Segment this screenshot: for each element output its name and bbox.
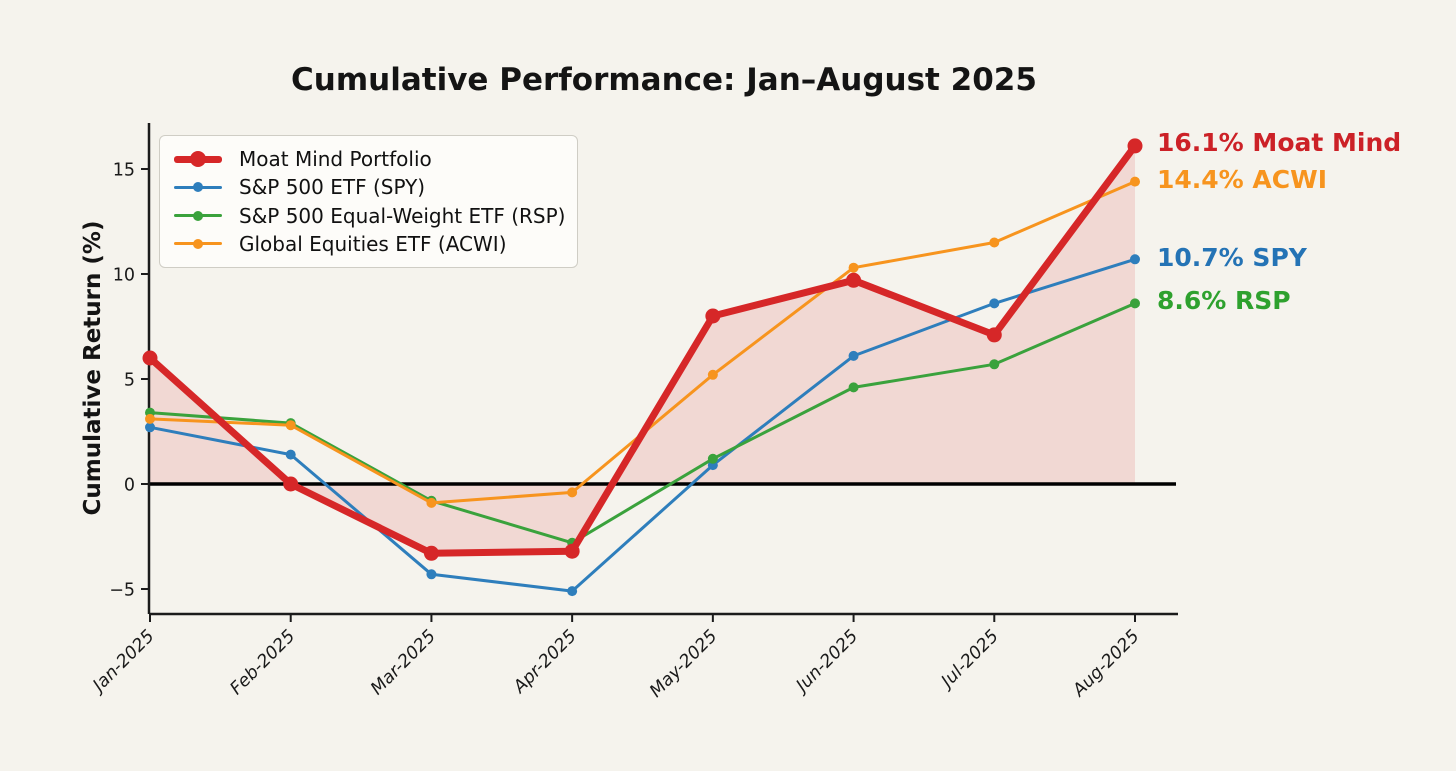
- end-label-rsp: 8.6% RSP: [1157, 286, 1291, 315]
- x-tick-label: Feb-2025: [227, 626, 300, 699]
- legend-swatch-acwi-icon: [174, 235, 222, 253]
- legend-swatch-moat-mind-icon: [174, 150, 222, 168]
- x-tick-label: Jan-2025: [87, 626, 158, 697]
- series-marker: [564, 543, 580, 559]
- series-marker: [848, 350, 859, 361]
- series-marker: [707, 369, 718, 380]
- series-marker: [423, 545, 439, 561]
- y-axis-title: Cumulative Return (%): [80, 220, 106, 516]
- x-tick-label: Aug-2025: [1069, 626, 1144, 701]
- series-marker: [1130, 254, 1140, 265]
- end-label-acwi: 14.4% ACWI: [1157, 165, 1328, 194]
- legend-label: S&P 500 ETF (SPY): [239, 175, 426, 200]
- series-marker: [846, 272, 862, 288]
- series-marker: [989, 359, 1000, 370]
- end-label-moat-mind: 16.1% Moat Mind: [1157, 128, 1402, 157]
- series-marker: [705, 308, 721, 324]
- series-marker: [707, 453, 718, 464]
- series-marker: [986, 327, 1002, 343]
- x-tick-label: Jul-2025: [936, 626, 1003, 693]
- y-tick-label: 10: [113, 266, 135, 286]
- series-marker: [848, 262, 859, 273]
- legend-item-acwi: Global Equities ETF (ACWI): [174, 230, 563, 258]
- x-tick-label: Jun-2025: [791, 626, 863, 698]
- series-marker: [285, 420, 296, 431]
- series-marker: [989, 298, 1000, 309]
- series-marker: [989, 237, 1000, 248]
- y-tick-label: 15: [113, 161, 135, 181]
- series-marker: [145, 422, 155, 433]
- legend-item-moat-mind: Moat Mind Portfolio: [174, 145, 563, 173]
- series-marker: [285, 449, 296, 460]
- series-marker: [426, 569, 437, 580]
- series-marker: [567, 586, 578, 597]
- series-marker: [283, 476, 299, 492]
- legend-label: Moat Mind Portfolio: [239, 147, 432, 171]
- series-marker: [145, 413, 155, 424]
- y-tick-label: −5: [109, 581, 135, 601]
- series-line-0: [146, 142, 1139, 557]
- legend-swatch-spy-icon: [174, 178, 222, 196]
- series-marker: [1130, 176, 1140, 187]
- y-tick-label: 0: [124, 476, 135, 496]
- series-marker: [848, 382, 859, 393]
- moat-fill-area: [150, 145, 1135, 554]
- end-label-spy: 10.7% SPY: [1157, 243, 1307, 272]
- series-marker: [426, 497, 437, 508]
- series-line-1: [148, 257, 1137, 593]
- chart-title: Cumulative Performance: Jan–August 2025: [291, 62, 1037, 98]
- legend-label: Global Equities ETF (ACWI): [239, 231, 507, 256]
- legend-item-spy: S&P 500 ETF (SPY): [174, 173, 563, 201]
- legend: Moat Mind Portfolio S&P 500 ETF (SPY) S&…: [159, 135, 578, 268]
- x-tick-label: May-2025: [646, 626, 721, 701]
- series-marker: [1130, 298, 1140, 309]
- series-marker: [1127, 138, 1143, 154]
- series-line-2: [148, 301, 1137, 545]
- series-marker: [567, 487, 578, 498]
- y-tick-label: 5: [124, 371, 135, 391]
- x-tick-label: Mar-2025: [367, 626, 440, 699]
- x-tick-label: Apr-2025: [509, 626, 581, 698]
- legend-swatch-rsp-icon: [174, 207, 222, 225]
- legend-label: S&P 500 Equal-Weight ETF (RSP): [239, 203, 566, 228]
- legend-item-rsp: S&P 500 Equal-Weight ETF (RSP): [174, 202, 566, 230]
- series-marker: [142, 350, 158, 366]
